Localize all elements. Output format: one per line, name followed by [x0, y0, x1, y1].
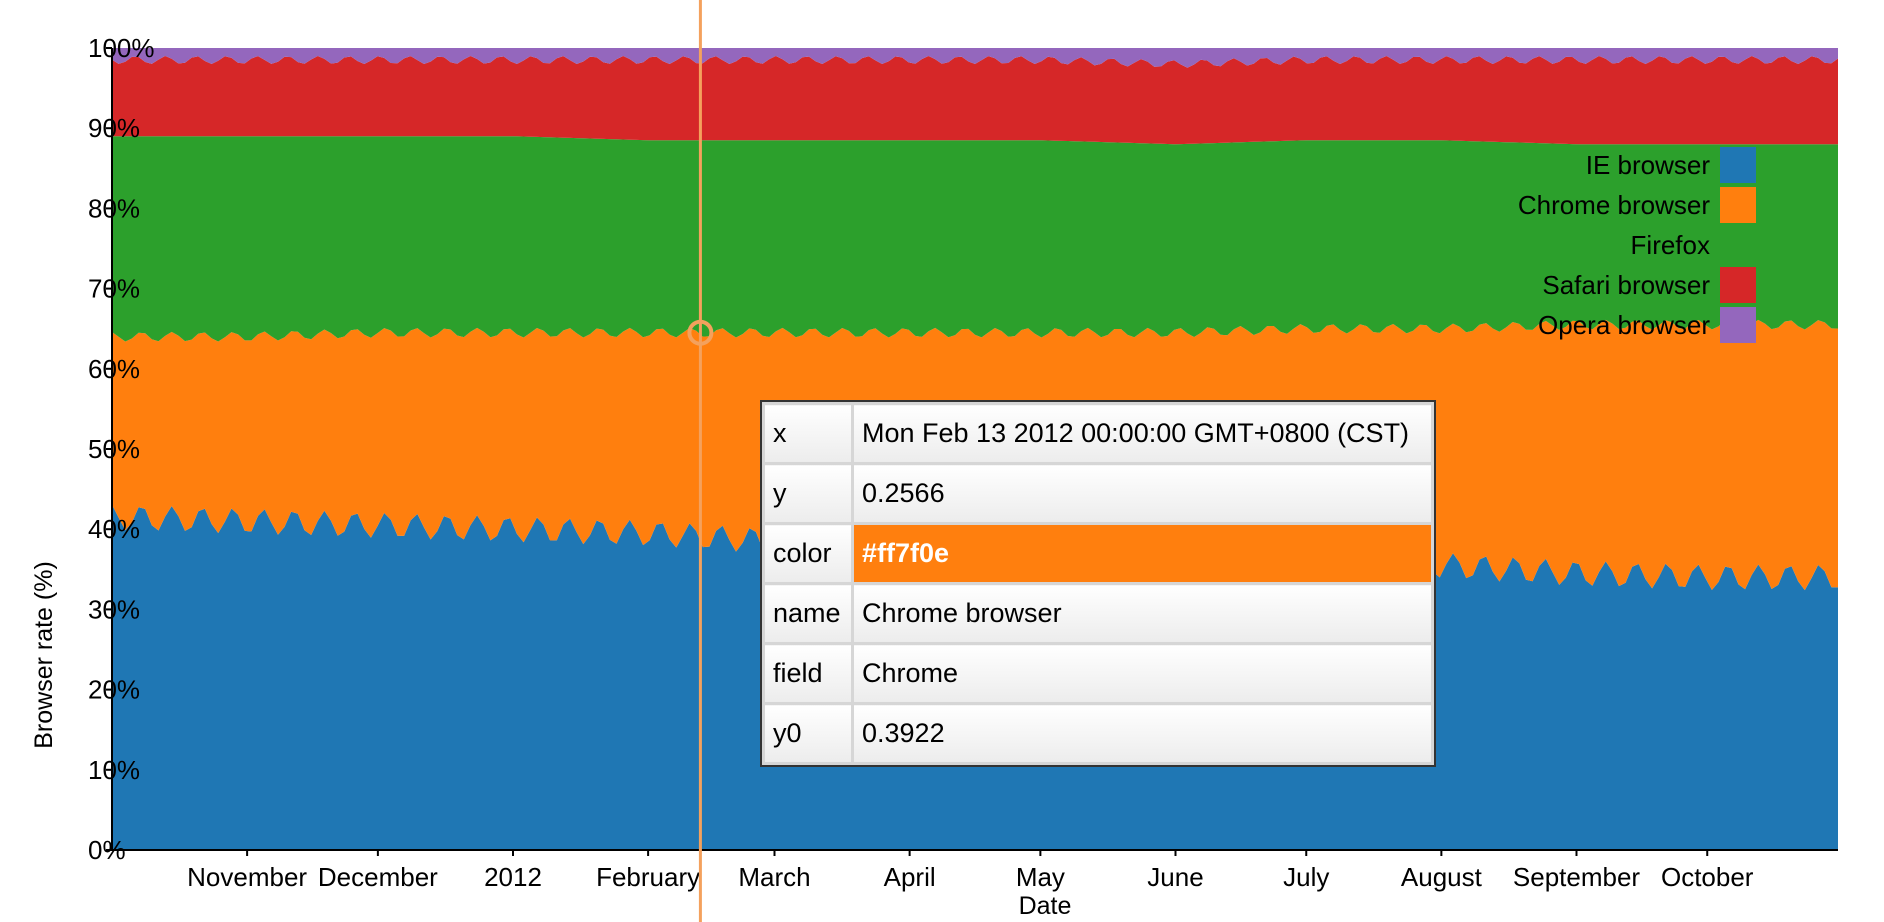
tooltip-key: x	[762, 402, 854, 465]
hover-point	[687, 319, 714, 346]
legend-swatch	[1720, 187, 1756, 223]
x-tick-label: June	[1147, 862, 1203, 892]
x-tick-label: July	[1283, 862, 1329, 892]
tooltip-row: x Mon Feb 13 2012 00:00:00 GMT+0800 (CST)	[762, 402, 1434, 465]
x-tick-label: March	[738, 862, 810, 892]
y-tick-label: 60%	[88, 354, 140, 384]
y-tick-label: 50%	[88, 434, 140, 464]
tooltip-row: name Chrome browser	[762, 582, 1434, 645]
tooltip-row: y0 0.3922	[762, 702, 1434, 765]
tooltip-value: 0.3922	[851, 702, 1434, 765]
tooltip-value: 0.2566	[851, 462, 1434, 525]
y-tick-label: 40%	[88, 514, 140, 544]
legend-label: IE browser	[1586, 150, 1711, 180]
x-tick-label: December	[318, 862, 438, 892]
tooltip-value: #ff7f0e	[851, 522, 1434, 585]
y-tick-label: 80%	[88, 193, 140, 223]
area-opera-browser	[112, 48, 1838, 68]
x-tick-label: April	[884, 862, 936, 892]
legend-swatch	[1720, 307, 1756, 343]
x-axis: November December 2012 February March April Ma…	[112, 849, 1838, 892]
x-tick-label: May	[1016, 862, 1065, 892]
x-tick-label: August	[1401, 862, 1483, 892]
legend-label: Safari browser	[1542, 270, 1710, 300]
hover-indicator	[687, 0, 714, 922]
legend-label: Chrome browser	[1518, 190, 1711, 220]
tooltip-row: y 0.2566	[762, 462, 1434, 525]
tooltip-key: y0	[762, 702, 854, 765]
tooltip-key: y	[762, 462, 854, 525]
legend-label: Firefox	[1631, 230, 1710, 260]
y-tick-label: 90%	[88, 113, 140, 143]
y-tick-label: 10%	[88, 755, 140, 785]
y-tick-label: 30%	[88, 594, 140, 624]
legend: IE browser Chrome browser Firefox Safari br…	[1518, 147, 1756, 343]
x-tick-label: February	[596, 862, 700, 892]
tooltip-value: Mon Feb 13 2012 00:00:00 GMT+0800 (CST)	[851, 402, 1434, 465]
area-firefox	[112, 136, 1838, 342]
y-tick-label: 70%	[88, 274, 140, 304]
tooltip-table: x Mon Feb 13 2012 00:00:00 GMT+0800 (CST)…	[762, 402, 1434, 765]
tooltip-value: Chrome browser	[851, 582, 1434, 645]
tooltip-row: color #ff7f0e	[762, 522, 1434, 585]
tooltip-row: field Chrome	[762, 642, 1434, 705]
x-tick-label: September	[1513, 862, 1641, 892]
y-tick-label: 100%	[88, 33, 155, 63]
y-tick-label: 20%	[88, 675, 140, 705]
tooltip-key: field	[762, 642, 854, 705]
x-tick-label: October	[1661, 862, 1754, 892]
x-tick-label: 2012	[484, 862, 542, 892]
x-tick-label: November	[187, 862, 307, 892]
area-safari-browser	[112, 56, 1838, 145]
data-tooltip: x Mon Feb 13 2012 00:00:00 GMT+0800 (CST)…	[760, 400, 1436, 767]
legend-label: Opera browser	[1538, 310, 1710, 340]
legend-swatch	[1720, 267, 1756, 303]
tooltip-key: name	[762, 582, 854, 645]
y-axis-title: Browser rate (%)	[30, 561, 58, 749]
legend-swatch	[1720, 147, 1756, 183]
tooltip-key: color	[762, 522, 854, 585]
x-axis-title: Date	[1019, 892, 1072, 920]
tooltip-value: Chrome	[851, 642, 1434, 705]
